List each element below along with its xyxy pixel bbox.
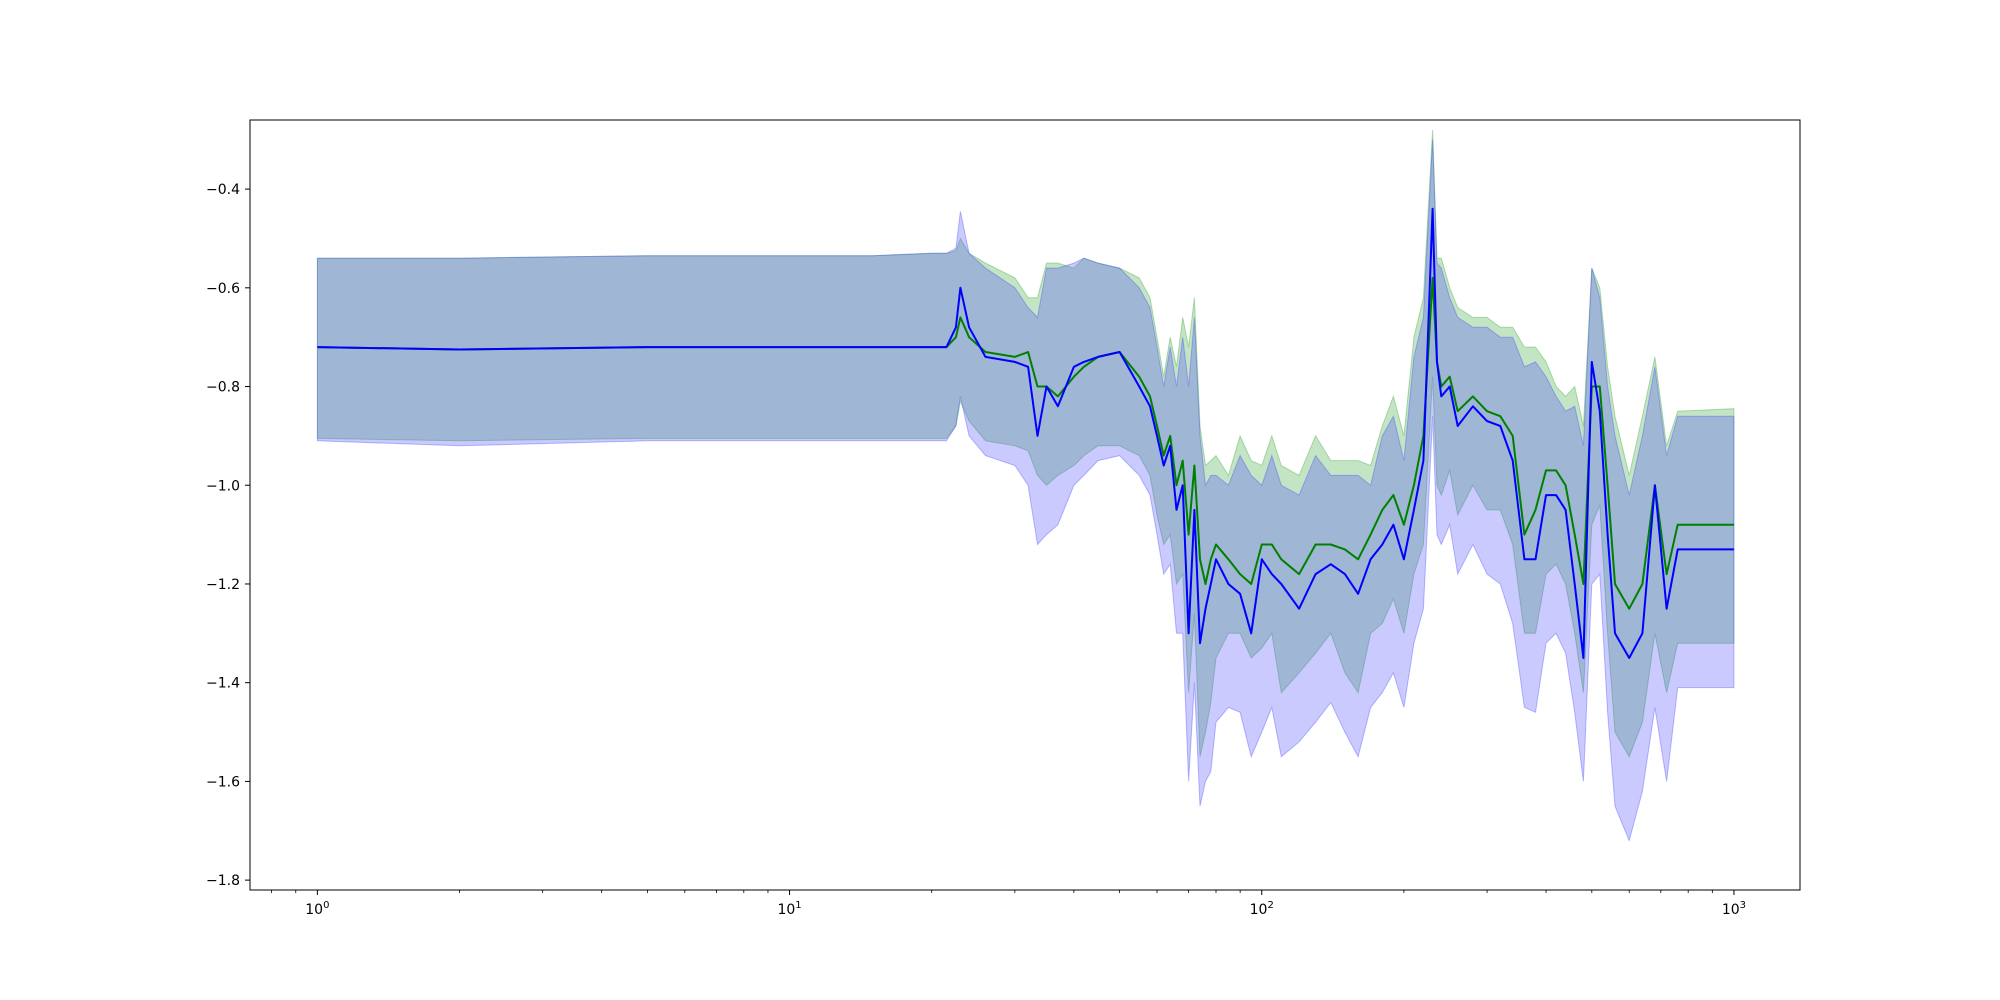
x-tick-label: 100: [305, 900, 329, 918]
confidence-bands: [316, 129, 1735, 843]
band-series-1: [316, 129, 1735, 758]
y-tick-label: −1.4: [206, 676, 240, 692]
y-tick-label: −1.0: [206, 478, 240, 494]
y-axis: −0.4 −0.6 −0.8 −1.0 −1.2 −1.4 −1.6 −1.8: [206, 182, 250, 889]
x-tick-label: 102: [1250, 900, 1274, 918]
x-tick-label: 103: [1722, 900, 1746, 918]
series-lines: [317, 207, 1734, 659]
line-series-2: [317, 207, 1734, 659]
plot-frame: [249, 119, 1801, 891]
x-tick-label: 101: [777, 900, 801, 918]
band-series-2: [316, 139, 1735, 843]
y-tick-label: −0.4: [206, 182, 240, 198]
y-tick-label: −1.2: [206, 577, 240, 593]
y-tick-label: −0.6: [206, 281, 240, 297]
y-tick-label: −1.8: [206, 873, 240, 889]
y-tick-label: −0.8: [206, 380, 240, 396]
y-tick-label: −1.6: [206, 774, 240, 790]
line-series-1: [317, 276, 1734, 610]
x-axis: 100 101 102 103: [271, 890, 1746, 918]
